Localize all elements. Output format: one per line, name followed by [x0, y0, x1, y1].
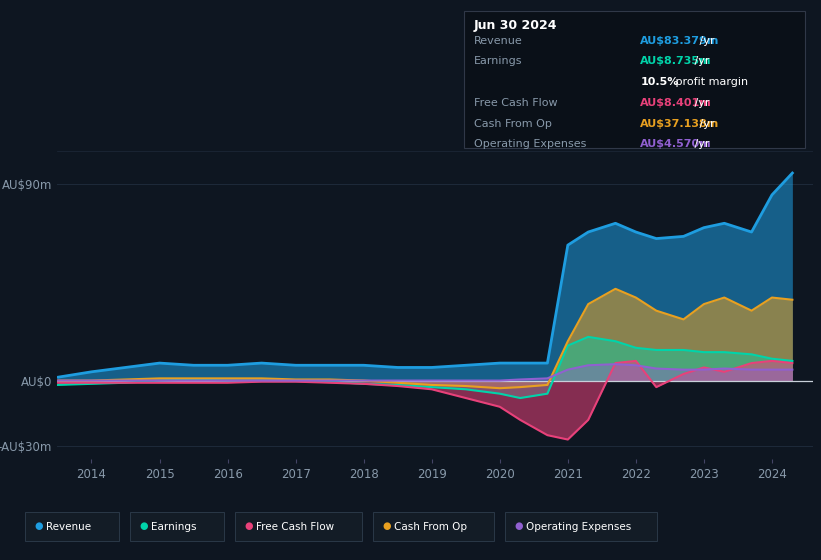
Text: Jun 30 2024: Jun 30 2024: [474, 19, 557, 32]
Text: ●: ●: [383, 521, 391, 531]
Text: Free Cash Flow: Free Cash Flow: [474, 98, 557, 108]
Text: ●: ●: [34, 521, 43, 531]
Text: /yr: /yr: [696, 36, 715, 46]
Text: ●: ●: [515, 521, 523, 531]
Text: AU$4.570m: AU$4.570m: [640, 139, 712, 150]
Text: ●: ●: [140, 521, 148, 531]
Text: /yr: /yr: [690, 98, 709, 108]
Text: AU$37.138m: AU$37.138m: [640, 119, 720, 129]
Text: AU$8.401m: AU$8.401m: [640, 98, 712, 108]
Text: profit margin: profit margin: [672, 77, 748, 87]
Text: ●: ●: [245, 521, 253, 531]
Text: /yr: /yr: [696, 119, 715, 129]
Text: Cash From Op: Cash From Op: [474, 119, 552, 129]
Text: /yr: /yr: [690, 139, 709, 150]
Text: Revenue: Revenue: [46, 522, 91, 532]
Text: Operating Expenses: Operating Expenses: [526, 522, 631, 532]
Text: 10.5%: 10.5%: [640, 77, 679, 87]
Text: Revenue: Revenue: [474, 36, 522, 46]
Text: Operating Expenses: Operating Expenses: [474, 139, 586, 150]
Text: Earnings: Earnings: [151, 522, 196, 532]
Text: AU$8.735m: AU$8.735m: [640, 57, 712, 67]
Text: Earnings: Earnings: [474, 57, 522, 67]
Text: Free Cash Flow: Free Cash Flow: [256, 522, 334, 532]
Text: /yr: /yr: [690, 57, 709, 67]
Text: AU$83.379m: AU$83.379m: [640, 36, 720, 46]
Text: Cash From Op: Cash From Op: [394, 522, 467, 532]
